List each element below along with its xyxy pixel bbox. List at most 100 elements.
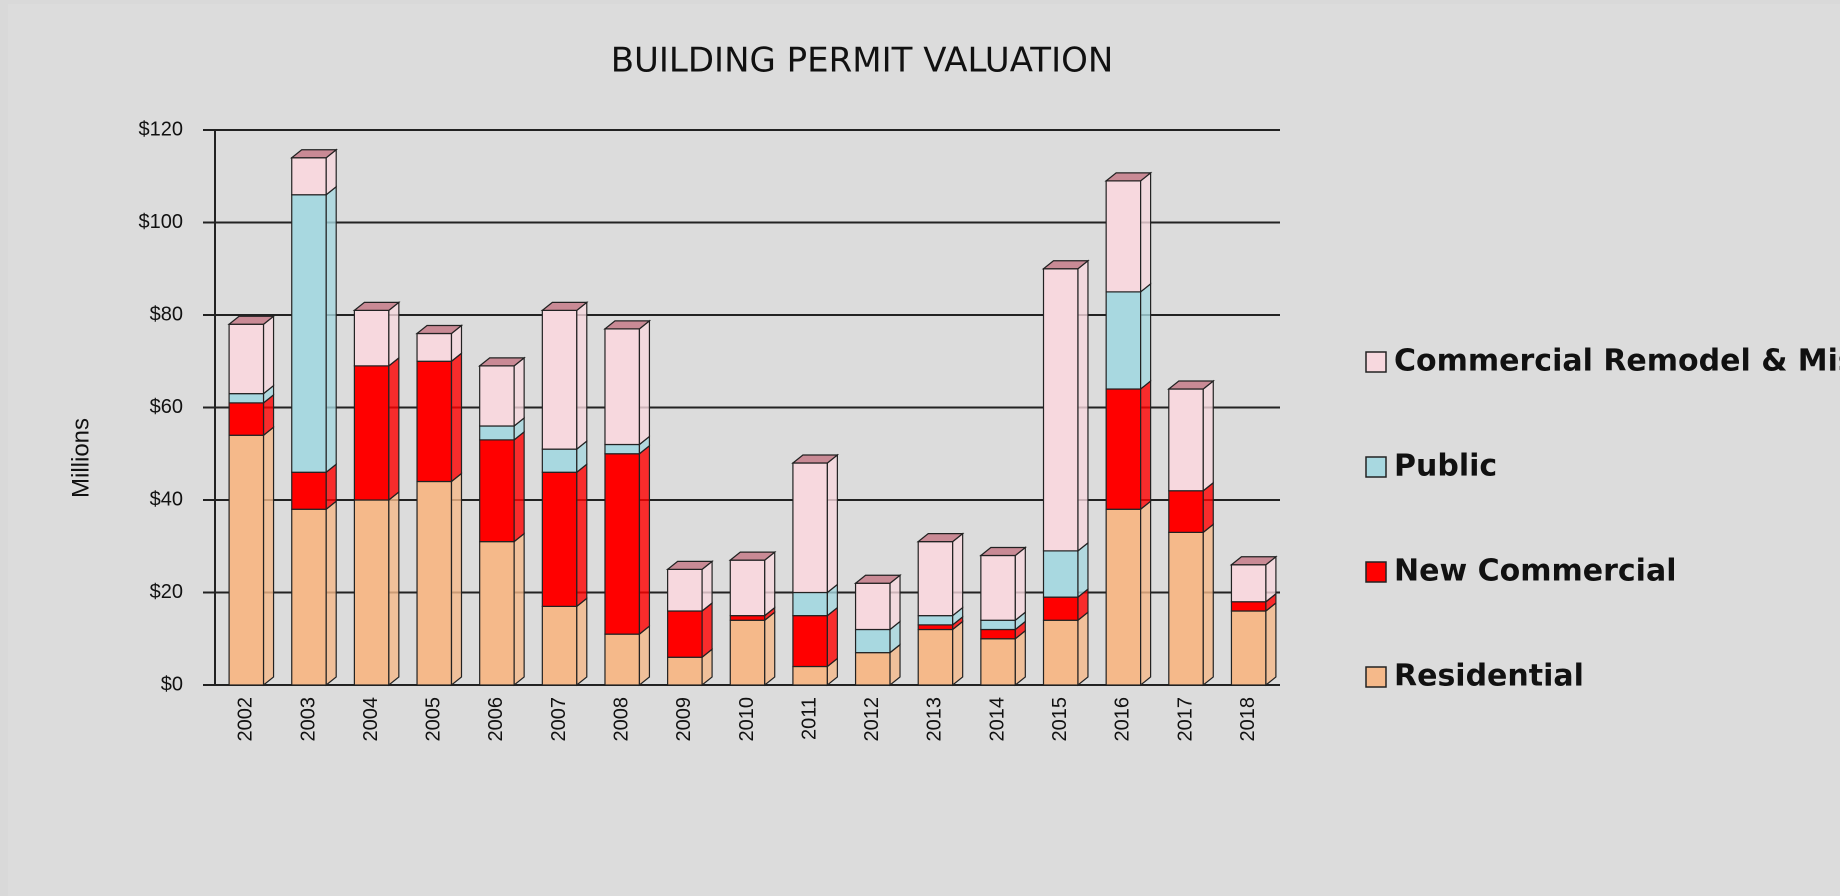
bar (729, 559, 766, 617)
bar-side (1202, 523, 1214, 687)
bar (667, 610, 703, 658)
bar-side (450, 472, 463, 687)
bar-side (826, 606, 838, 668)
bar (1230, 601, 1267, 612)
bar (541, 605, 578, 686)
x-tick-label: 2005 (423, 697, 445, 742)
bar-side (513, 430, 525, 543)
bar-top (791, 454, 840, 464)
x-tick-label: 2007 (548, 697, 570, 742)
background (8, 4, 1840, 896)
x-tick-label: 2008 (610, 697, 632, 742)
legend-label: New Commercial (1394, 554, 1677, 589)
y-tick-label: $120 (139, 118, 184, 140)
bar-side (1014, 546, 1026, 622)
bar (667, 656, 703, 686)
x-tick-label: 2018 (1237, 697, 1259, 742)
x-tick-label: 2011 (798, 697, 820, 740)
bar (604, 328, 641, 446)
bar (917, 615, 954, 626)
bar (541, 448, 578, 473)
bar-side (638, 444, 651, 636)
bar-top (1104, 172, 1153, 182)
bar (1230, 564, 1267, 603)
bar-side (262, 315, 275, 395)
bar-side (325, 500, 337, 687)
bar (228, 323, 265, 395)
legend-label: Residential (1394, 659, 1584, 694)
bar-side (889, 574, 901, 631)
bar-top (227, 315, 276, 325)
bar-top (916, 533, 965, 543)
bar (917, 624, 954, 631)
bar (291, 157, 327, 196)
bar (980, 554, 1016, 621)
bar (1168, 490, 1204, 533)
bar-side (576, 301, 588, 451)
legend-label: Public (1394, 449, 1497, 484)
bar-top (728, 551, 777, 561)
bar-side (1140, 282, 1152, 391)
bar-top (290, 149, 338, 159)
bar (604, 633, 641, 686)
bar-top (540, 301, 589, 311)
bar (228, 393, 265, 404)
bar-side (388, 356, 400, 502)
bar (667, 568, 703, 612)
bar (291, 508, 327, 686)
bar (1042, 268, 1079, 552)
bar-top (415, 324, 464, 335)
bar-top (979, 546, 1028, 557)
bar-side (513, 532, 525, 687)
bar (479, 365, 515, 427)
bar-side (826, 453, 838, 594)
bar (729, 615, 766, 621)
bar-side (325, 185, 337, 474)
bar-side (638, 319, 651, 446)
bar (416, 480, 453, 686)
x-tick-label: 2016 (1112, 697, 1134, 742)
bar-top (603, 320, 652, 330)
bar-side (1140, 171, 1152, 294)
y-tick-label: $20 (150, 581, 183, 603)
bar-top (1229, 556, 1278, 566)
bar (729, 619, 766, 686)
bar-side (1077, 611, 1089, 687)
bar-side (576, 463, 588, 608)
bar (1105, 291, 1142, 390)
bar-side (513, 356, 525, 428)
bar (479, 541, 515, 686)
bar-side (701, 601, 713, 659)
bar (604, 443, 641, 455)
bar (479, 425, 515, 441)
y-axis-title: Millions (67, 418, 94, 498)
bar (541, 309, 578, 450)
bar (1042, 550, 1079, 598)
bar (980, 638, 1016, 686)
bar (980, 628, 1016, 640)
bar (917, 628, 954, 686)
bar (353, 365, 390, 501)
x-tick-label: 2002 (235, 697, 257, 742)
bar (1105, 388, 1142, 510)
bar-top (665, 560, 714, 570)
bar (479, 439, 515, 543)
y-tick-label: $0 (161, 673, 183, 695)
bar-side (576, 597, 588, 687)
y-tick-label: $40 (150, 488, 183, 510)
x-tick-label: 2009 (673, 697, 695, 742)
x-tick-label: 2006 (485, 697, 507, 742)
bar-side (450, 352, 463, 483)
bar-side (1140, 379, 1152, 511)
bar-side (1014, 629, 1026, 687)
x-tick-label: 2010 (736, 697, 758, 742)
bar (980, 619, 1016, 631)
bar-side (1202, 379, 1214, 492)
bar-side (388, 301, 400, 368)
bar-side (262, 426, 275, 687)
bar (228, 402, 265, 436)
y-tick-label: $80 (150, 303, 183, 325)
legend-label: Commercial Remodel & Misc (1394, 344, 1840, 379)
bar-top (1041, 260, 1090, 270)
